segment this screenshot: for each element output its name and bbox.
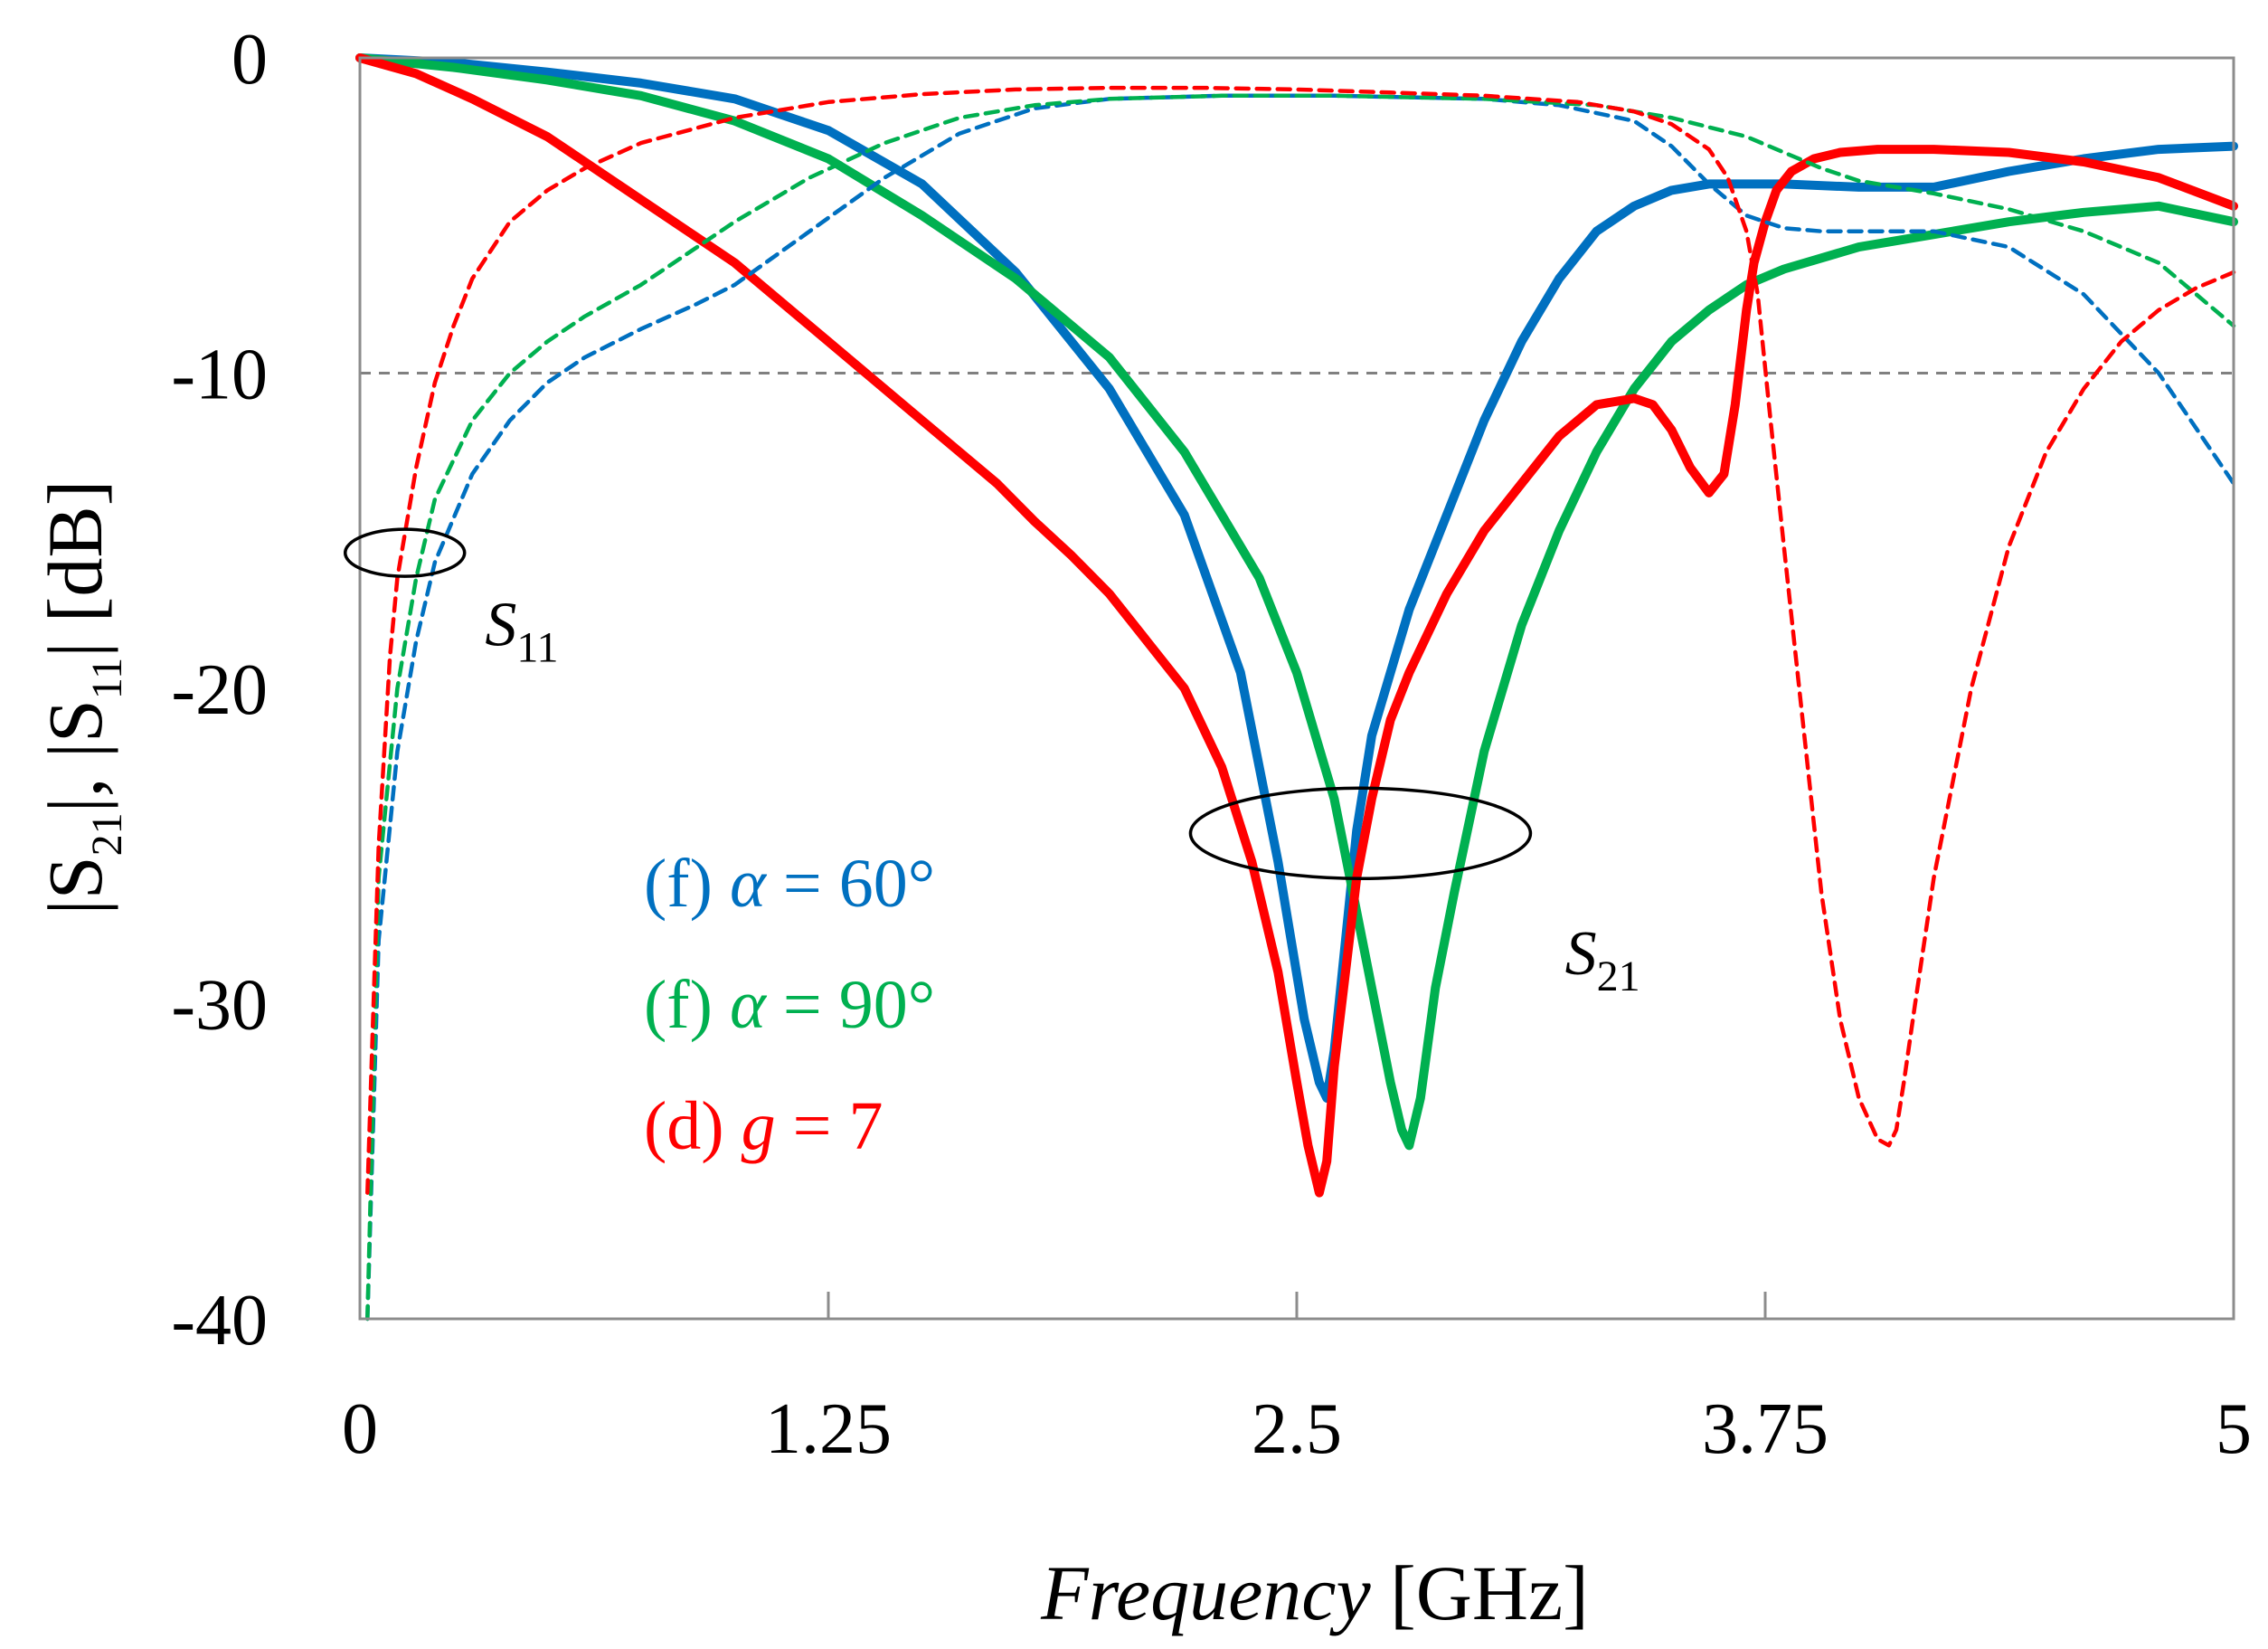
series-line-0 <box>355 53 2238 1103</box>
y-tick-label: -20 <box>171 650 268 730</box>
annotation-ellipse-0 <box>343 527 467 578</box>
y-axis-title: |S21|, |S11| [dB] <box>32 480 131 915</box>
annotation-label-0: S11 <box>485 590 558 671</box>
x-tick-label: 3.75 <box>1702 1389 1829 1469</box>
x-tick-label: 1.25 <box>765 1389 892 1469</box>
y-tick-label: -30 <box>171 966 268 1046</box>
series-line-2 <box>355 53 2238 1198</box>
series-layer <box>355 53 2238 1322</box>
x-axis-title: Frequency [GHz] <box>1040 1549 1589 1636</box>
frame-layer <box>358 56 2235 1321</box>
legend: (f) α = 60° (f) α = 90° (d) g = 7 <box>644 846 935 1164</box>
tick-labels: 0 1.25 2.5 3.75 5 0 -10 -20 -30 -40 <box>171 20 2252 1469</box>
axis-titles: Frequency [GHz] |S21|, |S11| [dB] <box>32 480 1589 1636</box>
annotations: S11 S21 <box>343 527 1640 1000</box>
legend-entry-1: (f) α = 90° <box>644 967 935 1043</box>
annotation-ellipse-1 <box>1188 786 1533 881</box>
legend-entry-2: (d) g = 7 <box>644 1088 884 1164</box>
x-tick-label: 5 <box>2216 1389 2252 1469</box>
x-tick-label: 0 <box>342 1389 378 1469</box>
annotation-label-1: S21 <box>1565 919 1640 1000</box>
series-line-1 <box>355 53 2238 1151</box>
series-line-4 <box>365 93 2236 1322</box>
series-line-5 <box>365 85 2236 1195</box>
y-tick-label: -10 <box>171 336 268 415</box>
y-tick-label: -40 <box>171 1281 268 1360</box>
y-tick-label: 0 <box>232 20 268 100</box>
x-tick-label: 2.5 <box>1252 1389 1342 1469</box>
legend-entry-0: (f) α = 60° <box>644 846 935 922</box>
